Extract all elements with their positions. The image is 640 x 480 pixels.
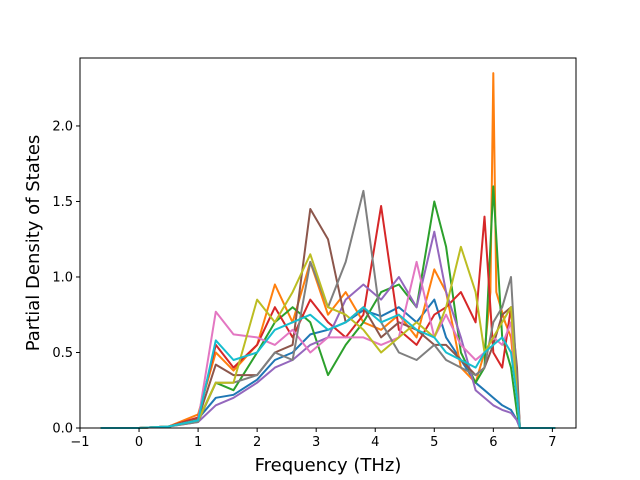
- y-axis-title: Partial Density of States: [23, 135, 44, 352]
- x-tick-label: 6: [489, 435, 497, 450]
- series-line-4: [100, 205, 556, 429]
- x-tick-label: 4: [371, 435, 379, 450]
- series-line-3: [100, 185, 556, 429]
- x-tick-label: 2: [253, 435, 261, 450]
- x-tick-label: 3: [312, 435, 320, 450]
- x-tick-label: 1: [194, 435, 202, 450]
- y-tick-label: 1.5: [52, 195, 73, 210]
- x-axis: −1 0 1 2 3 4 5 6 7: [70, 428, 557, 450]
- y-axis: 0.0 0.5 1.0 1.5 2.0: [52, 119, 80, 437]
- series-layer: [100, 72, 556, 429]
- plot-frame: [79, 57, 577, 429]
- series-line-10: [100, 306, 556, 429]
- series-line-7: [100, 260, 556, 429]
- y-tick-label: 0.0: [52, 422, 73, 437]
- series-line-5: [100, 230, 556, 429]
- series-line-9: [100, 245, 556, 429]
- x-tick-label: 0: [135, 435, 143, 450]
- x-tick-label: 5: [430, 435, 438, 450]
- x-tick-label: 7: [548, 435, 556, 450]
- y-tick-label: 1.0: [52, 270, 73, 285]
- y-tick-label: 0.5: [52, 346, 73, 361]
- x-axis-title: Frequency (THz): [255, 455, 402, 476]
- y-tick-label: 2.0: [52, 119, 73, 134]
- x-tick-label: −1: [70, 435, 89, 450]
- series-line-6: [100, 208, 556, 429]
